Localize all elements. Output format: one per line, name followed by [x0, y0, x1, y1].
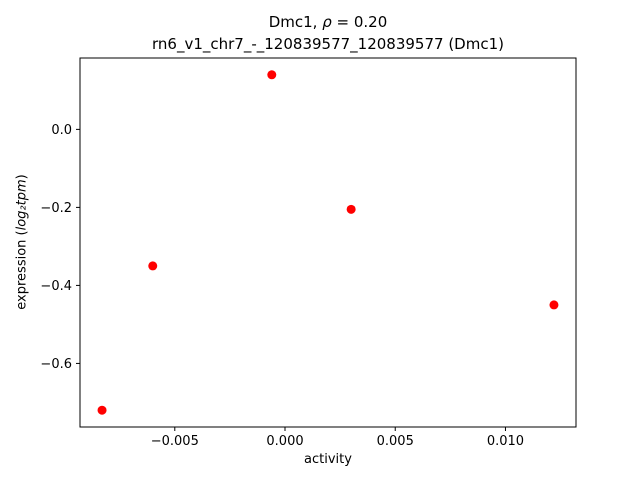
chart-title-line2: rn6_v1_chr7_-_120839577_120839577 (Dmc1) [152, 35, 504, 53]
chart-title-line1: Dmc1, ρ = 0.20 [80, 11, 576, 33]
y-tick-label: −0.4 [40, 279, 72, 294]
y-tick-label: 0.0 [51, 123, 72, 138]
data-point [549, 300, 559, 310]
data-point [97, 405, 107, 415]
data-point [148, 261, 158, 271]
rho-symbol: ρ [322, 13, 332, 31]
chart-title: Dmc1, ρ = 0.20 rn6_v1_chr7_-_120839577_1… [80, 11, 576, 55]
plot-frame [79, 57, 577, 428]
data-point [346, 204, 356, 214]
title-correlation: = 0.20 [331, 13, 388, 31]
title-gene: Dmc1, [268, 13, 323, 31]
y-tick-label: −0.2 [40, 201, 72, 216]
y-tick-label: −0.6 [40, 357, 72, 372]
x-axis-label: activity [304, 452, 352, 467]
y-label-math: log₂tpm [14, 179, 30, 231]
x-tick-label: −0.005 [151, 434, 199, 449]
y-label-prefix: expression ( [14, 230, 30, 310]
x-tick-label: 0.010 [487, 434, 524, 449]
x-tick-label: 0.000 [266, 434, 303, 449]
x-tick-label: 0.005 [377, 434, 414, 449]
data-point [267, 70, 277, 80]
y-axis-label: expression (log₂tpm) [15, 174, 30, 309]
y-label-suffix: ) [14, 174, 30, 180]
